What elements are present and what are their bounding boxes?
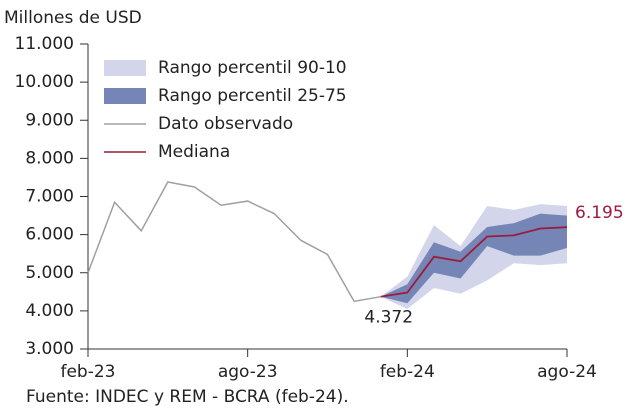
x-tick-label: feb-24: [380, 362, 435, 382]
y-tick-label: 3.000: [25, 339, 74, 359]
series-line: [87, 181, 381, 303]
x-tick-label: ago-24: [537, 362, 597, 382]
source: Fuente: INDEC y REM - BCRA (feb-24).: [26, 387, 349, 407]
data-label: 4.372: [364, 308, 413, 328]
y-tick-label: 11.000: [15, 34, 74, 54]
legend-swatch: [104, 88, 146, 104]
y-tick-label: 6.000: [25, 225, 74, 245]
band-area: [380, 213, 567, 304]
y-tick-label: 9.000: [25, 110, 74, 130]
series-line: [380, 226, 568, 298]
legend-label: Rango percentil 25-75: [158, 86, 347, 106]
y-tick-label: 10.000: [15, 72, 74, 92]
legend-swatch: [104, 60, 146, 76]
legend-label: Mediana: [158, 142, 230, 162]
x-tick-label: feb-23: [60, 362, 115, 382]
y-tick-label: 7.000: [25, 187, 74, 207]
y-tick-label: 4.000: [25, 301, 74, 321]
y-tick-label: 8.000: [25, 148, 74, 168]
x-tick-label: ago-23: [218, 362, 278, 382]
legend-label: Dato observado: [158, 114, 293, 134]
legend-label: Rango percentil 90-10: [158, 58, 347, 78]
data-label: 6.195: [575, 203, 624, 223]
y-axis-label: Millones de USD: [4, 8, 142, 28]
y-tick-label: 5.000: [25, 263, 74, 283]
